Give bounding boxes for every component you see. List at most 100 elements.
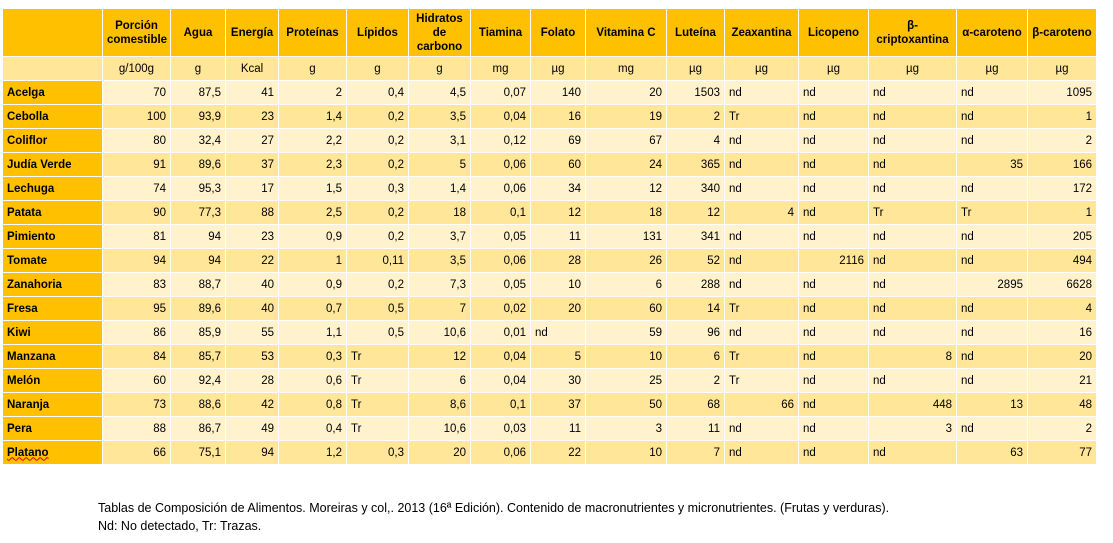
table-cell: 4 bbox=[666, 128, 725, 153]
table-cell: 6628 bbox=[1027, 272, 1097, 297]
table-cell: nd bbox=[868, 272, 957, 297]
food-name-text: Melón bbox=[7, 374, 41, 387]
column-unit: g bbox=[346, 56, 409, 81]
table-cell: nd bbox=[798, 224, 869, 249]
table-cell: 12 bbox=[585, 176, 667, 201]
table-cell: Tr bbox=[868, 200, 957, 225]
table-cell: 288 bbox=[666, 272, 725, 297]
table-cell: 1 bbox=[1027, 200, 1097, 225]
table-cell: 448 bbox=[868, 392, 957, 417]
table-cell: nd bbox=[956, 176, 1028, 201]
row-food-name: Coliflor bbox=[2, 128, 103, 153]
table-cell: 28 bbox=[225, 368, 279, 393]
table-cell: 11 bbox=[530, 224, 586, 249]
table-cell: nd bbox=[868, 176, 957, 201]
table-cell: nd bbox=[724, 152, 799, 177]
table-cell: 0,1 bbox=[470, 200, 531, 225]
table-cell: 0,12 bbox=[470, 128, 531, 153]
table-cell: 0,9 bbox=[278, 272, 347, 297]
table-cell: 75,1 bbox=[170, 440, 226, 465]
food-name-text: Platano bbox=[7, 446, 49, 459]
row-food-name: Manzana bbox=[2, 344, 103, 369]
row-food-name: Lechuga bbox=[2, 176, 103, 201]
column-unit: g bbox=[408, 56, 471, 81]
table-cell: 1,2 bbox=[278, 440, 347, 465]
column-unit: g bbox=[170, 56, 226, 81]
table-cell: 23 bbox=[225, 104, 279, 129]
table-cell: 60 bbox=[530, 152, 586, 177]
table-cell: nd bbox=[956, 296, 1028, 321]
table-cell: Tr bbox=[346, 392, 409, 417]
table-cell: 4 bbox=[1027, 296, 1097, 321]
table-cell: 0,06 bbox=[470, 152, 531, 177]
table-cell: 60 bbox=[585, 296, 667, 321]
column-unit: µg bbox=[868, 56, 957, 81]
table-cell: 20 bbox=[585, 80, 667, 105]
table-cell: 3,5 bbox=[408, 104, 471, 129]
table-cell: 494 bbox=[1027, 248, 1097, 273]
table-cell: 52 bbox=[666, 248, 725, 273]
table-cell: 3 bbox=[585, 416, 667, 441]
table-cell: 0,5 bbox=[346, 296, 409, 321]
row-food-name: Melón bbox=[2, 368, 103, 393]
table-cell: nd bbox=[798, 416, 869, 441]
table-cell: nd bbox=[868, 152, 957, 177]
table-cell: 0,11 bbox=[346, 248, 409, 273]
table-cell: Tr bbox=[346, 368, 409, 393]
table-cell: nd bbox=[868, 248, 957, 273]
column-header: Tiamina bbox=[470, 8, 531, 57]
table-cell: 2,5 bbox=[278, 200, 347, 225]
table-cell: 26 bbox=[585, 248, 667, 273]
table-cell: 81 bbox=[102, 224, 171, 249]
column-unit: mg bbox=[470, 56, 531, 81]
food-name-text: Acelga bbox=[7, 86, 45, 99]
row-food-name: Kiwi bbox=[2, 320, 103, 345]
table-cell: nd bbox=[956, 320, 1028, 345]
row-food-name: Platano bbox=[2, 440, 103, 465]
table-cell: 172 bbox=[1027, 176, 1097, 201]
table-cell: 88 bbox=[225, 200, 279, 225]
table-cell: 95,3 bbox=[170, 176, 226, 201]
table-cell: nd bbox=[868, 224, 957, 249]
table-cell: 0,7 bbox=[278, 296, 347, 321]
table-cell: 1,5 bbox=[278, 176, 347, 201]
table-cell: nd bbox=[798, 392, 869, 417]
table-cell: 1,1 bbox=[278, 320, 347, 345]
row-food-name: Cebolla bbox=[2, 104, 103, 129]
table-cell: 0,6 bbox=[278, 368, 347, 393]
table-cell: 35 bbox=[956, 152, 1028, 177]
table-cell: nd bbox=[868, 104, 957, 129]
column-header: β-caroteno bbox=[1027, 8, 1097, 57]
table-cell: nd bbox=[724, 272, 799, 297]
table-cell: 20 bbox=[408, 440, 471, 465]
table-cell: 37 bbox=[225, 152, 279, 177]
table-cell: 3,5 bbox=[408, 248, 471, 273]
table-cell: 93,9 bbox=[170, 104, 226, 129]
table-cell: 2 bbox=[1027, 128, 1097, 153]
food-name-text: Fresa bbox=[7, 302, 38, 315]
table-cell: 66 bbox=[724, 392, 799, 417]
table-cell: 7,3 bbox=[408, 272, 471, 297]
table-cell: nd bbox=[956, 368, 1028, 393]
food-name-text: Coliflor bbox=[7, 134, 48, 147]
table-cell: 88,6 bbox=[170, 392, 226, 417]
table-cell: Tr bbox=[346, 416, 409, 441]
table-cell: 1,4 bbox=[278, 104, 347, 129]
units-row: g/100g g Kcal g g g mg µg mg µg µg µg µg µg µg bbox=[2, 56, 1097, 81]
table-cell: 7 bbox=[408, 296, 471, 321]
column-header: Folato bbox=[530, 8, 586, 57]
row-food-name: Zanahoria bbox=[2, 272, 103, 297]
table-cell: 8 bbox=[868, 344, 957, 369]
column-unit: Kcal bbox=[225, 56, 279, 81]
table-cell: 341 bbox=[666, 224, 725, 249]
table-cell: 2 bbox=[1027, 416, 1097, 441]
table-cell: 2 bbox=[278, 80, 347, 105]
table-cell: 21 bbox=[1027, 368, 1097, 393]
table-cell: 4,5 bbox=[408, 80, 471, 105]
column-header: Licopeno bbox=[798, 8, 869, 57]
table-cell: 100 bbox=[102, 104, 171, 129]
table-cell: nd bbox=[868, 440, 957, 465]
